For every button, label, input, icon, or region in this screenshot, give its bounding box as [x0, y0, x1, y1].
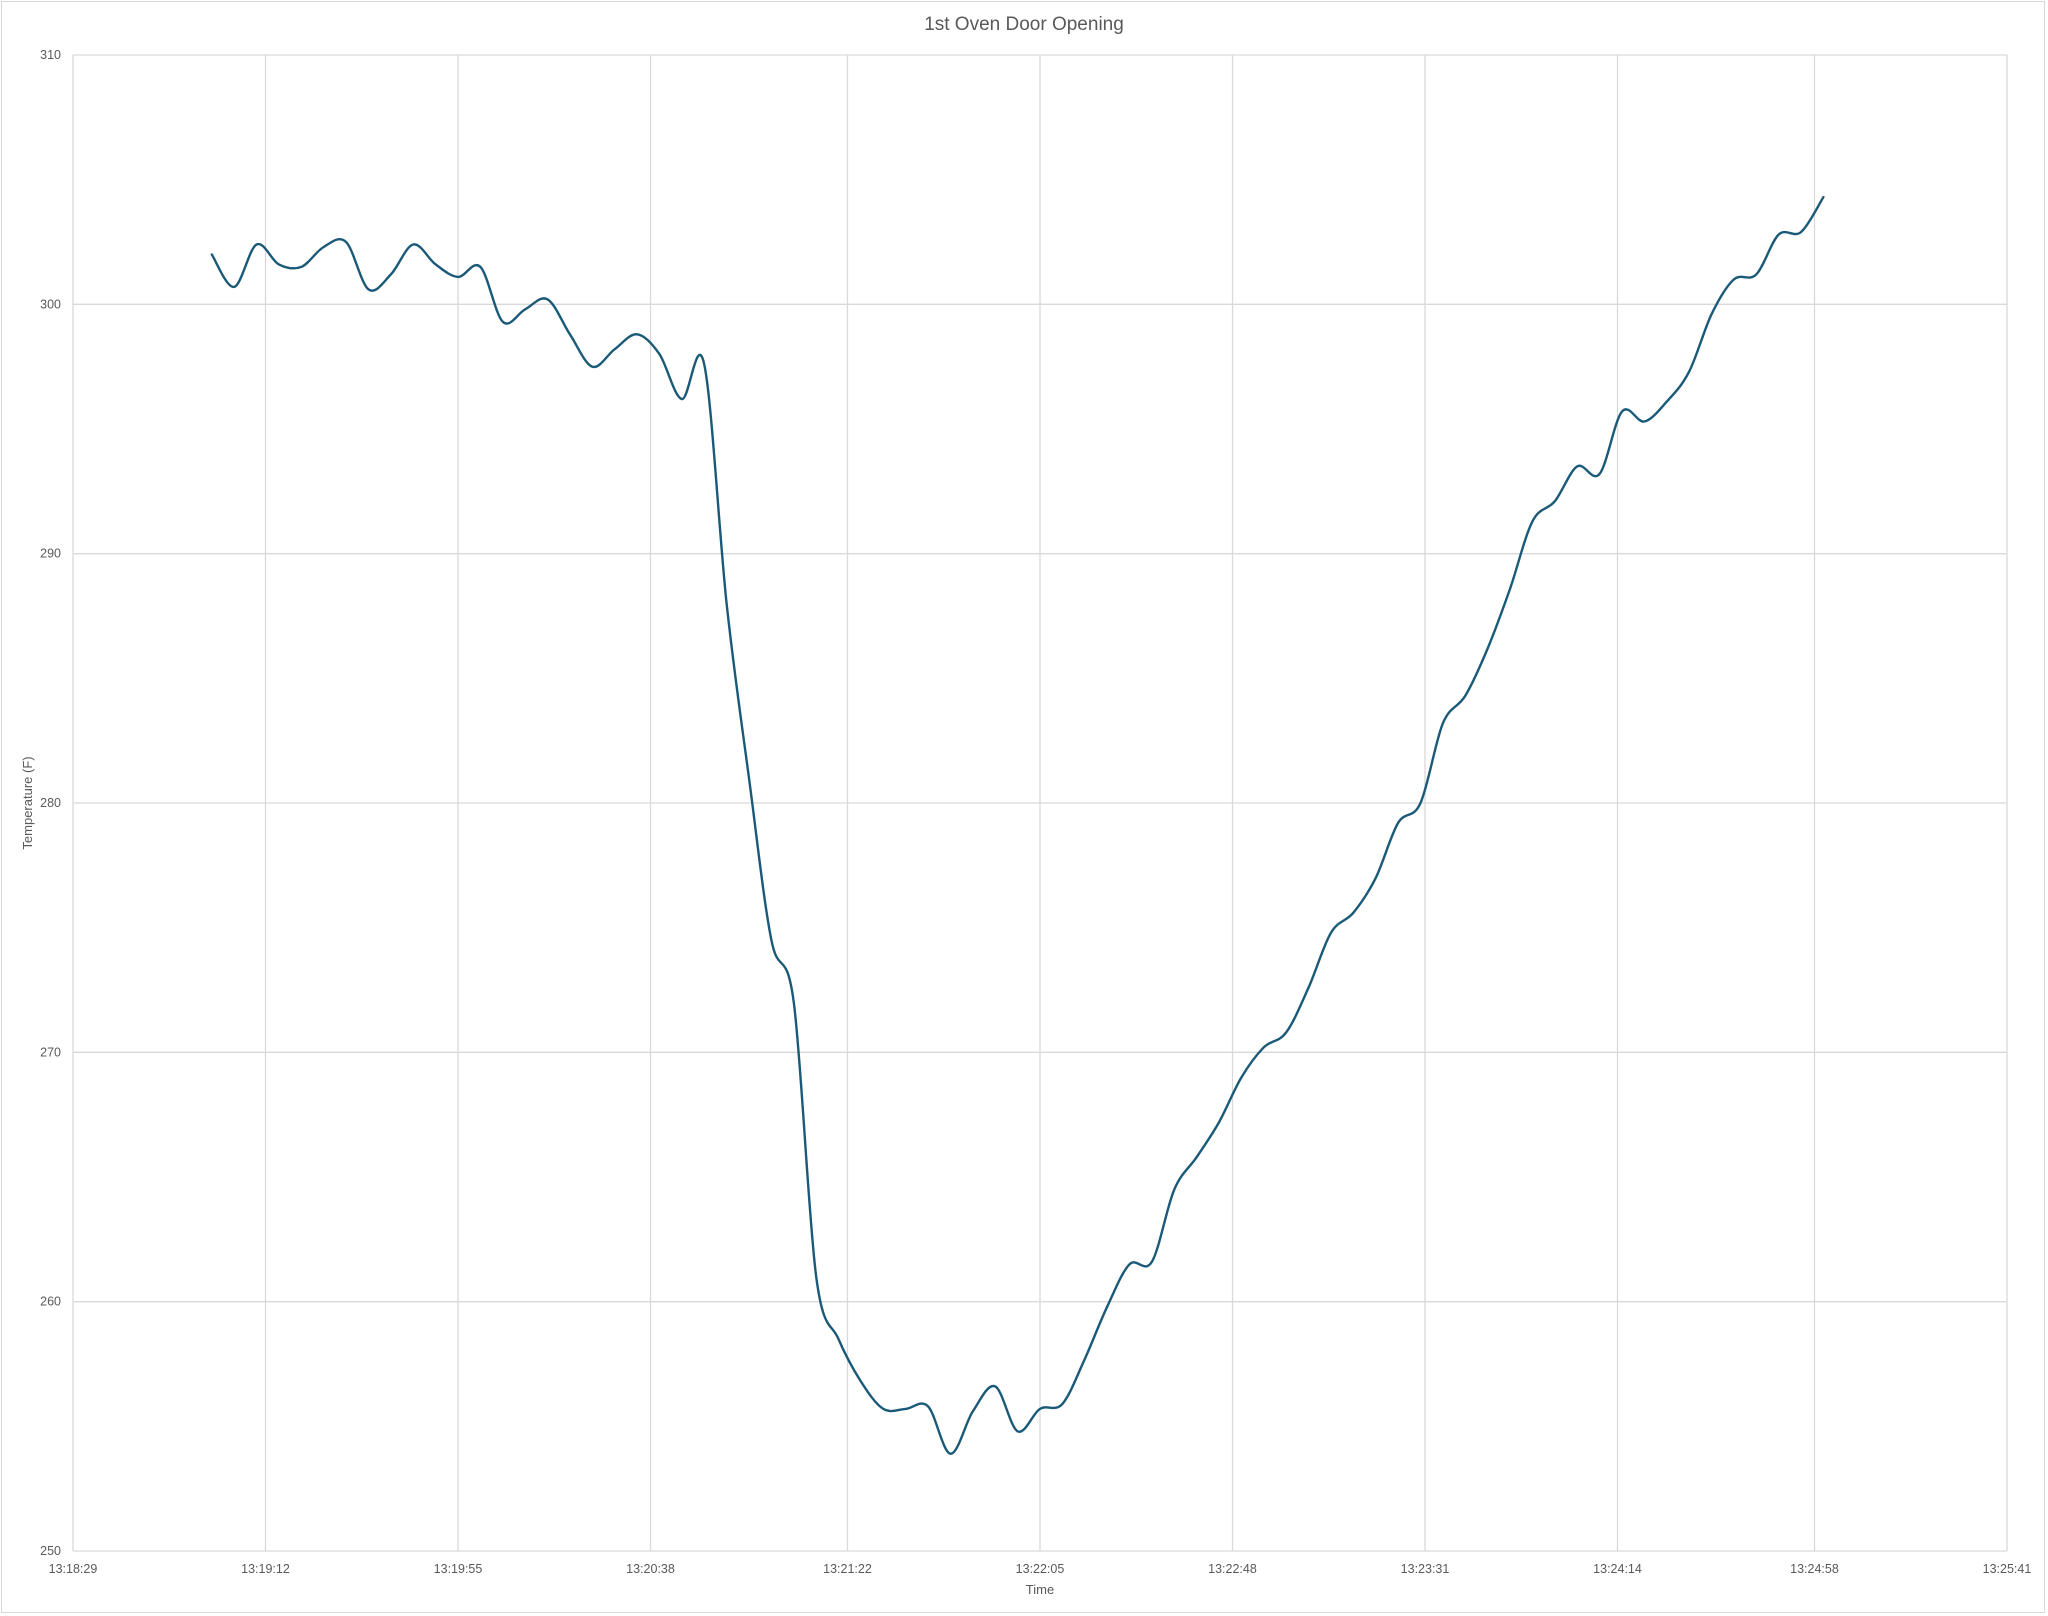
x-tick-label: 13:19:12 [241, 1562, 290, 1576]
x-tick-label: 13:24:58 [1790, 1562, 1839, 1576]
y-tick-label: 260 [40, 1295, 61, 1309]
x-tick-label: 13:23:31 [1401, 1562, 1450, 1576]
x-axis-title: Time [1026, 1582, 1054, 1597]
x-tick-label: 13:20:38 [626, 1562, 675, 1576]
y-tick-label: 310 [40, 48, 61, 62]
gridlines [72, 54, 2008, 1552]
x-tick-label: 13:25:41 [1983, 1562, 2032, 1576]
y-tick-label: 300 [40, 297, 61, 311]
chart-title: 1st Oven Door Opening [924, 14, 1124, 35]
x-tick-label: 13:22:48 [1208, 1562, 1257, 1576]
tick-labels: 250 260 270 280 290 300 310 13:18:29 13:19:12 13:… [40, 48, 2031, 1576]
y-axis-title: Temperature (F) [20, 756, 35, 849]
x-tick-label: 13:18:29 [49, 1562, 98, 1576]
y-tick-label: 280 [40, 796, 61, 810]
y-tick-label: 270 [40, 1045, 61, 1059]
y-tick-label: 250 [40, 1544, 61, 1558]
x-tick-label: 13:24:14 [1593, 1562, 1642, 1576]
temperature-series-line [210, 195, 1825, 1455]
y-tick-label: 290 [40, 547, 61, 561]
x-tick-label: 13:21:22 [823, 1562, 872, 1576]
x-tick-label: 13:22:05 [1016, 1562, 1065, 1576]
series-layer [210, 195, 1825, 1455]
x-tick-label: 13:19:55 [434, 1562, 483, 1576]
